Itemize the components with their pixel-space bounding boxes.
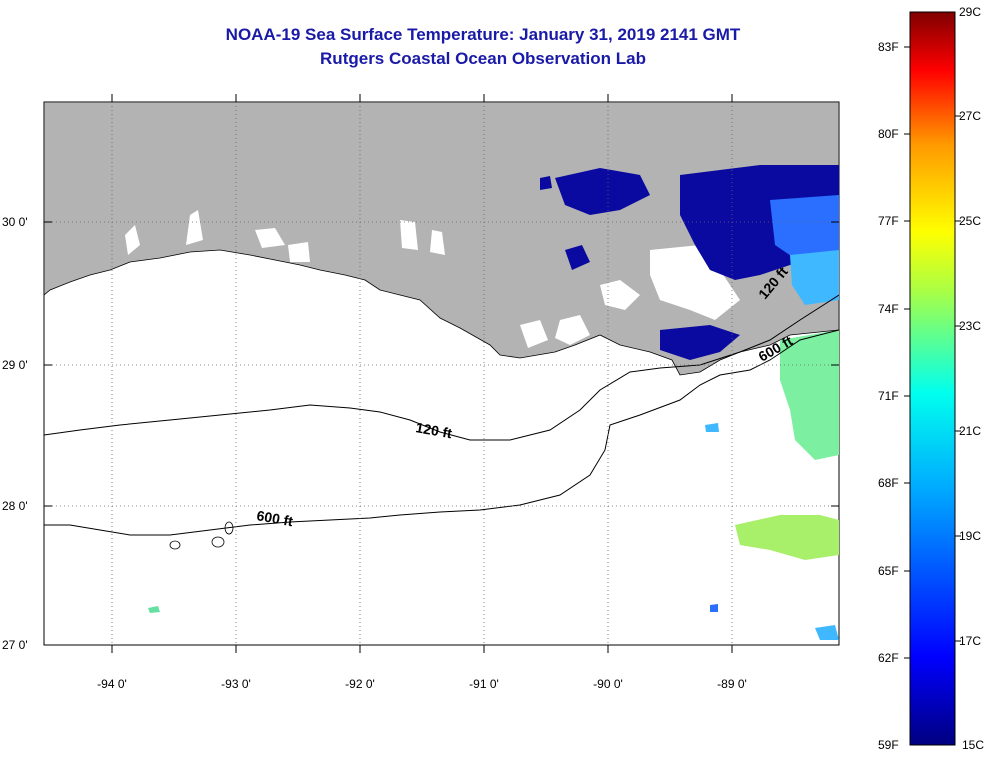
sst-speck-2 bbox=[710, 604, 718, 612]
cloud-holes bbox=[125, 210, 740, 348]
colorbar-label-f: 80F bbox=[878, 127, 899, 141]
lat-label: 27 0' bbox=[2, 638, 28, 652]
lon-label: -93 0' bbox=[221, 677, 251, 691]
ticks bbox=[44, 94, 839, 653]
sst-green-south bbox=[735, 515, 839, 560]
colorbar-label-c: 25C bbox=[959, 214, 982, 228]
colorbar-label-f: 68F bbox=[878, 476, 899, 490]
lon-label: -89 0' bbox=[717, 677, 747, 691]
lat-label: 28 0' bbox=[2, 499, 28, 513]
colorbar-label-c: 19C bbox=[959, 529, 982, 543]
graticule bbox=[44, 102, 839, 645]
colorbar-label-f: 83F bbox=[878, 40, 899, 54]
sst-speck-3 bbox=[815, 625, 839, 640]
colorbar-ticks bbox=[904, 46, 961, 659]
colorbar bbox=[909, 11, 956, 746]
lon-label: -92 0' bbox=[345, 677, 375, 691]
sst-speck-1 bbox=[148, 606, 160, 613]
colorbar-label-f: 77F bbox=[878, 214, 899, 228]
lat-label: 30 0' bbox=[2, 215, 28, 229]
map-subtitle: Rutgers Coastal Ocean Observation Lab bbox=[320, 49, 646, 68]
contour-islands bbox=[169, 521, 234, 550]
colorbar-label-c: 23C bbox=[959, 319, 982, 333]
colorbar-label-c: 15C bbox=[962, 738, 985, 752]
contour-label-120ft: 120 ft bbox=[414, 419, 453, 441]
lon-label: -90 0' bbox=[593, 677, 623, 691]
contour-label-600ft: 600 ft bbox=[255, 507, 294, 529]
sst-light-patches bbox=[790, 250, 839, 305]
colorbar-label-c: 29C bbox=[959, 5, 982, 19]
colorbar-label-c: 21C bbox=[959, 424, 982, 438]
contour-120ft bbox=[44, 294, 839, 441]
colorbar-label-f: 65F bbox=[878, 564, 899, 578]
colorbar-label-f: 74F bbox=[878, 302, 899, 316]
lon-label: -91 0' bbox=[469, 677, 499, 691]
colorbar-label-c: 17C bbox=[959, 634, 982, 648]
colorbar-label-f: 62F bbox=[878, 651, 899, 665]
lat-label: 29 0' bbox=[2, 358, 28, 372]
sst-speck-4 bbox=[705, 423, 719, 432]
colorbar-label-f: 59F bbox=[878, 738, 899, 752]
sst-medium-patches bbox=[770, 195, 839, 262]
colorbar-label-f: 71F bbox=[878, 389, 899, 403]
sst-dark-patches bbox=[540, 165, 839, 360]
colorbar-label-c: 27C bbox=[959, 109, 982, 123]
lon-label: -94 0' bbox=[97, 677, 127, 691]
map-title: NOAA-19 Sea Surface Temperature: January… bbox=[225, 25, 741, 44]
contour-600ft bbox=[44, 329, 839, 536]
sst-green-east bbox=[780, 330, 839, 460]
